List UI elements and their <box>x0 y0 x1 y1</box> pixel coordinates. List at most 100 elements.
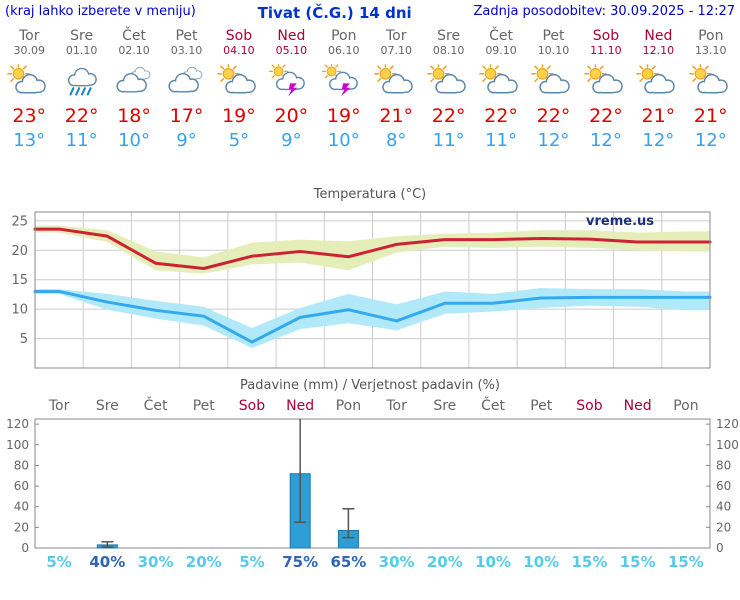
day-low-temp: 10° <box>118 130 151 152</box>
precipitation-chart: Tor Sre Čet Pet Sob Ned Pon Tor Sre Čet Pet Sob Ned P… <box>6 396 739 571</box>
day-date: 05.10 <box>275 44 308 58</box>
svg-text:120: 120 <box>716 417 739 431</box>
svg-text:Ned: Ned <box>286 398 314 414</box>
day-high-temp: 20° <box>274 105 309 128</box>
day-high-temp: 17° <box>169 105 204 128</box>
day-low-temp: 11° <box>485 130 518 152</box>
header-bar: (kraj lahko izberete v meniju) Tivat (Č.… <box>0 0 740 22</box>
temp-chart-title: Temperatura (°C) <box>313 187 427 203</box>
day-date: 01.10 <box>65 44 98 58</box>
day-date: 10.10 <box>537 44 570 58</box>
day-column: Čet 02.10 18° 10° <box>108 28 160 151</box>
day-low-temp: 12° <box>642 130 675 152</box>
svg-text:10: 10 <box>11 303 28 318</box>
day-date: 02.10 <box>118 44 150 58</box>
svg-text:Tor: Tor <box>385 398 407 414</box>
day-high-temp: 22° <box>431 105 466 128</box>
svg-text:15%: 15% <box>572 553 608 571</box>
day-low-temp: 5° <box>228 130 250 152</box>
day-low-temp: 11° <box>432 130 465 152</box>
svg-text:Pet: Pet <box>530 398 553 414</box>
day-date: 06.10 <box>328 44 360 58</box>
day-column: Sob 04.10 19° 5° <box>213 28 265 151</box>
day-name: Tor <box>385 28 407 44</box>
svg-text:30%: 30% <box>379 553 415 571</box>
day-date: 08.10 <box>432 44 465 58</box>
day-column: Čet 09.10 22° 11° <box>475 28 527 151</box>
day-name: Čet <box>489 28 513 44</box>
day-low-temp: 13° <box>13 130 46 152</box>
svg-text:5: 5 <box>20 332 28 347</box>
day-column: Pon 13.10 21° 12° <box>685 28 737 151</box>
day-column: Tor 30.09 23° 13° <box>3 28 55 151</box>
svg-text:100: 100 <box>6 438 29 452</box>
svg-text:vreme.us: vreme.us <box>586 214 654 229</box>
weather-icon <box>216 64 262 97</box>
day-name: Sre <box>437 28 461 44</box>
svg-text:Sob: Sob <box>576 398 602 414</box>
svg-text:20: 20 <box>11 244 28 259</box>
day-low-temp: 11° <box>65 130 98 152</box>
day-column: Pon 06.10 19° 10° <box>318 28 370 151</box>
svg-text:Pon: Pon <box>673 398 698 414</box>
svg-text:Čet: Čet <box>481 396 505 414</box>
svg-text:Čet: Čet <box>144 396 168 414</box>
day-name: Pet <box>542 28 565 44</box>
svg-text:120: 120 <box>6 417 29 431</box>
weather-icon <box>321 64 367 97</box>
day-name: Pon <box>331 28 357 44</box>
weather-icon <box>478 64 524 97</box>
weather-forecast-page: (kraj lahko izberete v meniju) Tivat (Č.… <box>0 0 740 571</box>
day-date: 04.10 <box>223 44 255 58</box>
day-date: 30.09 <box>13 44 45 58</box>
svg-text:20: 20 <box>14 520 29 534</box>
day-column: Ned 12.10 21° 12° <box>632 28 684 151</box>
day-name: Čet <box>122 28 146 44</box>
svg-text:Ned: Ned <box>624 398 652 414</box>
day-name: Tor <box>18 28 40 44</box>
page-title: Tivat (Č.G.) 14 dni <box>257 4 412 22</box>
svg-text:20%: 20% <box>186 553 222 571</box>
svg-text:0: 0 <box>716 541 724 555</box>
day-high-temp: 18° <box>117 105 151 128</box>
day-name: Pon <box>698 28 724 44</box>
day-high-temp: 22° <box>536 105 571 128</box>
day-high-temp: 22° <box>64 105 99 128</box>
day-high-temp: 21° <box>379 105 414 128</box>
day-low-temp: 9° <box>281 130 302 152</box>
svg-text:5%: 5% <box>239 553 264 571</box>
day-high-temp: 19° <box>326 105 361 128</box>
svg-text:15%: 15% <box>620 553 656 571</box>
svg-text:25: 25 <box>11 214 28 229</box>
day-low-temp: 9° <box>176 130 197 152</box>
day-column: Ned 05.10 20° 9° <box>265 28 317 151</box>
svg-text:15: 15 <box>11 273 28 288</box>
day-column: Sre 08.10 22° 11° <box>422 28 474 151</box>
weather-icon <box>530 64 576 97</box>
menu-hint: (kraj lahko izberete v meniju) <box>5 4 196 19</box>
svg-text:Pon: Pon <box>336 398 361 414</box>
day-column: Sob 11.10 22° 12° <box>580 28 632 151</box>
svg-text:40: 40 <box>14 500 29 514</box>
day-name: Ned <box>644 28 673 44</box>
day-date: 13.10 <box>695 44 727 58</box>
svg-text:75%: 75% <box>282 553 318 571</box>
svg-text:30%: 30% <box>138 553 174 571</box>
day-name: Sre <box>70 28 94 44</box>
svg-text:80: 80 <box>716 459 731 473</box>
precip-chart-title: Padavine (mm) / Verjetnost padavin (%) <box>240 378 500 394</box>
svg-text:10%: 10% <box>523 553 559 571</box>
svg-text:0: 0 <box>21 541 29 555</box>
day-high-temp: 19° <box>222 105 256 128</box>
day-name: Sob <box>592 28 620 44</box>
weather-icon <box>688 64 734 97</box>
day-name: Pet <box>175 28 198 44</box>
day-low-temp: 12° <box>589 130 622 152</box>
weather-icon <box>163 64 209 97</box>
weather-icon <box>426 64 472 97</box>
svg-text:15%: 15% <box>668 553 704 571</box>
day-date: 09.10 <box>485 44 517 58</box>
svg-text:40%: 40% <box>89 553 125 571</box>
day-high-temp: 21° <box>693 105 728 128</box>
day-high-temp: 23° <box>12 105 47 128</box>
